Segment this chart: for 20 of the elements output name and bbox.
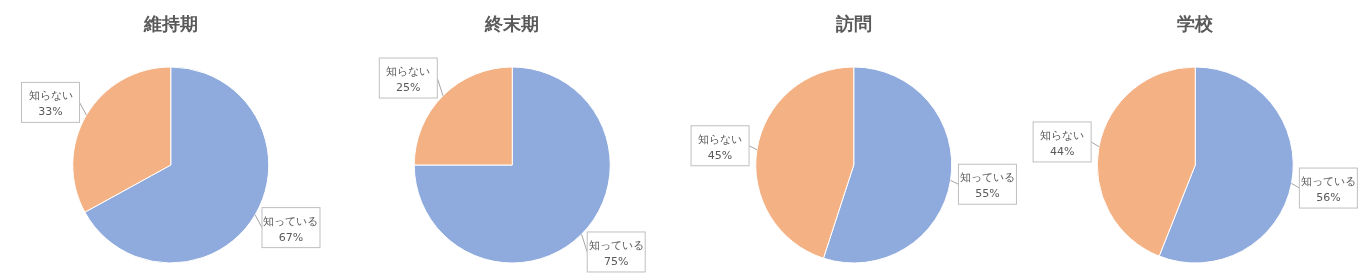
slice-label: 知っている bbox=[1300, 175, 1356, 189]
slice-label: 知っている bbox=[588, 238, 644, 252]
data-label: 44% bbox=[1049, 144, 1075, 158]
data-label: 45% bbox=[707, 148, 733, 162]
data-label: 55% bbox=[975, 187, 1000, 201]
chart-title: 維持期 bbox=[142, 13, 198, 34]
slice-label: 知らない bbox=[1040, 128, 1085, 142]
slice-label: 知らない bbox=[698, 132, 743, 146]
data-label: 56% bbox=[1316, 191, 1341, 205]
data-label: 75% bbox=[603, 254, 629, 268]
data-label: 67% bbox=[278, 230, 304, 244]
chart-title: 終末期 bbox=[484, 13, 540, 34]
data-label: 25% bbox=[396, 81, 421, 95]
slice-label: 知っている bbox=[263, 214, 319, 228]
slice-label: 知らない bbox=[386, 65, 431, 79]
slice-label: 知っている bbox=[959, 171, 1015, 185]
slice-label: 知らない bbox=[28, 89, 73, 103]
chart-title: 学校 bbox=[1177, 13, 1215, 34]
data-label: 33% bbox=[38, 105, 63, 119]
chart-title: 訪問 bbox=[834, 13, 872, 34]
